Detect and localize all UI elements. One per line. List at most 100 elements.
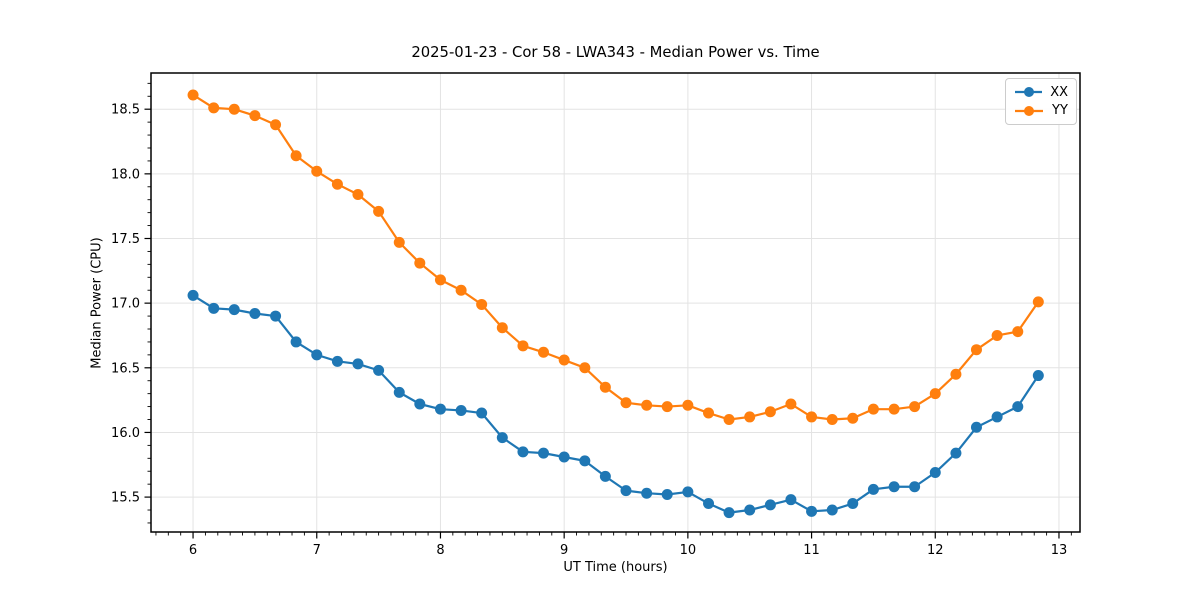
- data-point-xx: [950, 447, 962, 459]
- series-line-yy: [191, 93, 1040, 421]
- data-point-xx: [599, 470, 611, 482]
- data-point-xx: [496, 432, 508, 444]
- data-point-xx: [826, 504, 838, 516]
- data-point-yy: [806, 411, 818, 423]
- data-point-yy: [187, 89, 199, 101]
- data-point-yy: [929, 388, 941, 400]
- legend-item-yy: YY: [1014, 103, 1068, 118]
- data-point-yy: [517, 340, 529, 352]
- data-point-yy: [455, 284, 467, 296]
- legend-item-xx: XX: [1014, 85, 1068, 100]
- data-point-yy: [393, 236, 405, 248]
- y-axis-label: Median Power (CPU): [89, 237, 105, 369]
- data-point-xx: [331, 355, 343, 367]
- y-tick-label: 15.5: [111, 491, 140, 506]
- data-point-yy: [847, 412, 859, 424]
- data-point-yy: [620, 397, 632, 409]
- data-point-yy: [723, 414, 735, 426]
- data-point-yy: [641, 399, 653, 411]
- x-axis-label: UT Time (hours): [563, 560, 668, 575]
- data-point-yy: [764, 406, 776, 418]
- axes-frame: [150, 72, 1081, 533]
- data-point-xx: [455, 404, 467, 416]
- data-point-yy: [1012, 326, 1024, 338]
- data-point-xx: [764, 499, 776, 511]
- data-point-yy: [373, 205, 385, 217]
- data-point-yy: [703, 407, 715, 419]
- data-point-xx: [909, 481, 921, 493]
- data-point-yy: [1032, 296, 1044, 308]
- x-tick-label: 13: [1051, 543, 1068, 558]
- data-point-xx: [847, 498, 859, 510]
- data-point-xx: [434, 403, 446, 415]
- data-point-yy: [909, 401, 921, 413]
- y-tick-label: 17.5: [111, 232, 140, 247]
- data-point-xx: [517, 446, 529, 458]
- data-point-xx: [970, 421, 982, 433]
- data-point-xx: [888, 481, 900, 493]
- data-point-xx: [867, 483, 879, 495]
- data-point-xx: [249, 307, 261, 319]
- x-tick-label: 7: [313, 543, 321, 558]
- data-point-xx: [1012, 401, 1024, 413]
- data-point-yy: [970, 344, 982, 356]
- data-point-yy: [682, 399, 694, 411]
- y-tick-label: 16.0: [111, 426, 140, 441]
- data-point-yy: [249, 110, 261, 122]
- data-point-yy: [352, 189, 364, 201]
- data-point-yy: [888, 403, 900, 415]
- data-point-xx: [1032, 370, 1044, 382]
- data-point-xx: [744, 504, 756, 516]
- data-point-xx: [476, 407, 488, 419]
- data-point-yy: [496, 322, 508, 334]
- data-point-xx: [311, 349, 323, 361]
- y-tick-label: 17.0: [111, 297, 140, 312]
- data-point-yy: [228, 103, 240, 115]
- data-point-yy: [744, 411, 756, 423]
- x-tick-label: 9: [560, 543, 568, 558]
- data-point-yy: [331, 178, 343, 190]
- data-point-yy: [311, 165, 323, 177]
- data-point-yy: [434, 274, 446, 286]
- data-point-yy: [270, 119, 282, 131]
- data-point-xx: [270, 310, 282, 322]
- x-tick-label: 8: [436, 543, 444, 558]
- data-point-xx: [414, 398, 426, 410]
- data-point-yy: [579, 362, 591, 374]
- data-point-yy: [599, 381, 611, 393]
- data-point-yy: [290, 150, 302, 162]
- data-point-yy: [991, 329, 1003, 341]
- data-point-xx: [929, 467, 941, 479]
- y-tick-label: 16.5: [111, 361, 140, 376]
- data-point-xx: [208, 302, 220, 314]
- data-point-yy: [476, 298, 488, 310]
- data-point-xx: [579, 455, 591, 467]
- data-point-xx: [228, 304, 240, 316]
- data-point-xx: [723, 507, 735, 519]
- data-point-xx: [661, 489, 673, 501]
- legend-label-xx: XX: [1050, 84, 1068, 100]
- data-point-xx: [290, 336, 302, 348]
- data-point-yy: [538, 346, 550, 358]
- line-marker-icon: [1015, 87, 1043, 98]
- y-tick-label: 18.0: [111, 167, 140, 182]
- line-marker-icon: [1015, 105, 1043, 116]
- data-point-xx: [187, 289, 199, 301]
- data-point-xx: [558, 451, 570, 463]
- data-point-xx: [991, 411, 1003, 423]
- data-point-xx: [641, 487, 653, 499]
- data-point-yy: [558, 354, 570, 366]
- data-point-xx: [538, 447, 550, 459]
- x-tick-label: 12: [927, 543, 944, 558]
- data-point-yy: [208, 102, 220, 114]
- data-point-yy: [826, 414, 838, 426]
- data-point-yy: [414, 257, 426, 269]
- legend-label-yy: YY: [1052, 103, 1068, 119]
- data-point-yy: [785, 398, 797, 410]
- data-point-xx: [806, 505, 818, 517]
- y-tick-label: 18.5: [111, 103, 140, 118]
- data-point-yy: [661, 401, 673, 413]
- data-point-xx: [373, 364, 385, 376]
